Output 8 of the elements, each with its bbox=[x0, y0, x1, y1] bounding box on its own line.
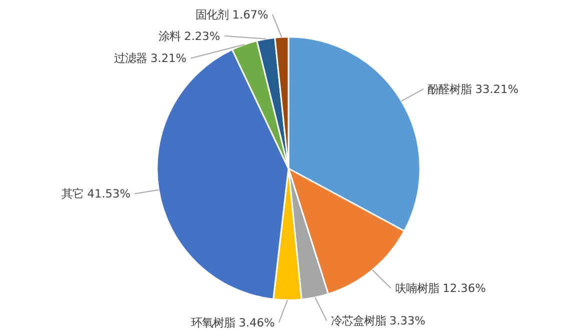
slice-label: 环氧树脂 3.46% bbox=[191, 316, 275, 330]
slice-label: 呋喃树脂 12.36% bbox=[395, 281, 486, 296]
slice-label: 过滤器 3.21% bbox=[114, 51, 187, 66]
slice-label: 酚醛树脂 33.21% bbox=[428, 82, 519, 96]
slice-label: 其它 41.53% bbox=[62, 186, 131, 201]
slice-label: 固化剂 1.67% bbox=[196, 8, 268, 22]
slice-label: 涂料 2.23% bbox=[158, 28, 220, 43]
slice-label: 冷芯盒树脂 3.33% bbox=[330, 314, 426, 328]
